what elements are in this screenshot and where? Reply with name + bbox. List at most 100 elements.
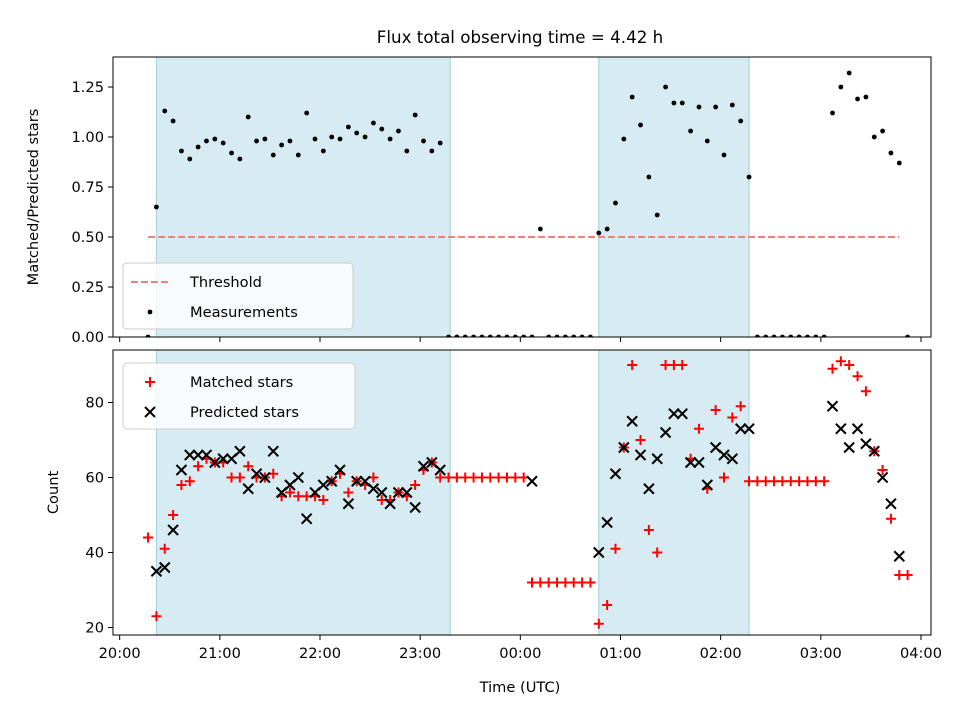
x-axis-label: Time (UTC) (479, 679, 561, 696)
top-series-1-point-16 (279, 142, 285, 148)
bottom-series-1-point-55 (826, 400, 839, 412)
bottom-shaded-span-1 (598, 349, 750, 636)
bottom-series-0-point-60 (643, 525, 654, 535)
top-series-1-point-31 (404, 148, 410, 154)
bottom-series-0-point-41 (485, 472, 496, 483)
bottom-series-0-point-91 (902, 570, 913, 580)
top-series-1-point-75 (771, 334, 777, 337)
bottom-series-1-point-29 (392, 486, 405, 499)
bottom-series-1-point-4 (184, 449, 196, 461)
top-series-1-point-69 (721, 152, 727, 158)
bottom-series-1-point-51 (718, 449, 730, 461)
top-legend-label-0: Threshold (189, 274, 262, 291)
bottom-series-0-point-80 (810, 476, 821, 487)
bottom-series-1-point-2 (167, 524, 179, 536)
top-y-axis-label: Matched/Predicted stars (25, 109, 42, 286)
top-series-1-point-19 (304, 110, 310, 116)
bottom-series-0-point-39 (468, 472, 479, 483)
top-series-1-point-57 (621, 136, 627, 142)
bottom-series-0-point-58 (627, 360, 638, 370)
bottom-y-tick-label-1: 40 (85, 545, 104, 562)
bottom-series-1-point-12 (250, 468, 263, 480)
top-series-1-point-58 (629, 94, 635, 100)
bottom-series-1-point-23 (342, 498, 355, 510)
bottom-legend-label-1: Predicted stars (190, 404, 299, 421)
bottom-series-1-point-8 (217, 453, 229, 465)
bottom-series-0-point-88 (877, 465, 888, 475)
top-series-1-point-82 (830, 110, 835, 116)
bottom-series-0-point-79 (802, 476, 813, 487)
bottom-series-0-point-63 (668, 360, 679, 370)
top-series-1-point-52 (579, 334, 585, 337)
bottom-series-1-point-63 (893, 550, 905, 562)
bottom-series-1-point-10 (234, 445, 246, 457)
top-series-1-point-87 (871, 134, 877, 140)
bottom-series-0-point-49 (552, 577, 563, 588)
top-series-1-point-66 (696, 104, 702, 110)
bottom-series-0-point-62 (660, 360, 671, 370)
top-series-1-point-47 (537, 226, 543, 232)
bottom-series-0-point-55 (602, 600, 613, 610)
top-series-1-point-78 (796, 334, 802, 337)
top-series-1-point-83 (838, 84, 844, 90)
top-plot-marks (145, 70, 911, 337)
bottom-series-0-point-48 (543, 577, 554, 588)
top-legend-entry-1: Measurements (147, 304, 298, 321)
bottom-series-0-point-90 (894, 570, 905, 580)
x-tick-label-5: 01:00 (599, 645, 641, 662)
top-series-1-point-27 (371, 120, 376, 126)
top-series-1-point-45 (521, 334, 527, 337)
bottom-series-0-point-54 (593, 618, 604, 629)
top-series-1-point-73 (754, 334, 760, 337)
bottom-series-0-point-53 (585, 577, 596, 588)
bottom-series-0-point-64 (677, 360, 688, 370)
top-series-1-point-77 (788, 334, 794, 337)
top-series-1-point-36 (446, 334, 451, 337)
top-series-1-point-15 (270, 152, 276, 158)
bottom-series-0-point-50 (560, 577, 571, 588)
top-panel: 0.00 0.25 0.50 0.75 1.00 1.25 Matched/Predict… (25, 56, 932, 346)
bottom-y-tick-label-0: 20 (85, 620, 104, 637)
top-legend-swatch-1 (147, 309, 153, 315)
top-series-1-point-11 (237, 156, 243, 162)
bottom-series-0-point-51 (568, 577, 579, 588)
bottom-series-0-point-0 (143, 532, 154, 543)
top-y-tick-label-0: 0.00 (72, 329, 105, 346)
bottom-series-1-point-42 (643, 483, 655, 495)
top-series-1-point-32 (412, 112, 418, 118)
x-tick-label-8: 04:00 (900, 645, 942, 662)
bottom-series-1-point-30 (401, 486, 413, 499)
bottom-series-0-point-61 (652, 547, 663, 558)
bottom-series-0-point-73 (752, 476, 763, 487)
bottom-series-0-point-84 (844, 360, 855, 370)
bottom-series-0-point-46 (527, 577, 538, 588)
chart-title: Flux total observing time = 4.42 h (377, 27, 663, 47)
bottom-series-0-point-69 (718, 472, 729, 483)
bottom-series-1-point-20 (317, 479, 330, 491)
bottom-series-0-point-59 (635, 435, 646, 445)
top-series-1-point-9 (220, 140, 226, 146)
top-series-1-point-88 (880, 128, 885, 134)
top-series-1-point-17 (287, 138, 293, 144)
bottom-series-1-point-13 (259, 471, 271, 484)
bottom-series-0-point-74 (760, 476, 771, 487)
x-tick-label-6: 02:00 (700, 645, 742, 662)
bottom-series-0-point-32 (410, 480, 421, 490)
bottom-series-1-point-27 (376, 486, 388, 499)
bottom-series-0-point-82 (827, 363, 838, 374)
bottom-series-0-point-86 (860, 386, 871, 397)
bottom-series-1-point-48 (693, 456, 705, 469)
top-series-1-point-64 (679, 100, 685, 106)
bottom-series-1-point-5 (192, 449, 204, 461)
bottom-series-1-point-53 (734, 423, 747, 435)
top-series-1-point-49 (554, 334, 560, 337)
top-y-tick-label-2: 0.50 (72, 229, 105, 246)
bottom-series-1-point-40 (626, 415, 638, 427)
top-series-1-point-40 (479, 334, 485, 337)
top-series-1-point-44 (512, 334, 518, 337)
top-series-1-point-90 (896, 160, 902, 166)
bottom-series-1-point-31 (409, 501, 421, 514)
bottom-legend-entry-0: Matched stars (145, 374, 293, 391)
bottom-series-0-point-75 (769, 476, 780, 487)
top-series-1-point-39 (471, 334, 476, 337)
